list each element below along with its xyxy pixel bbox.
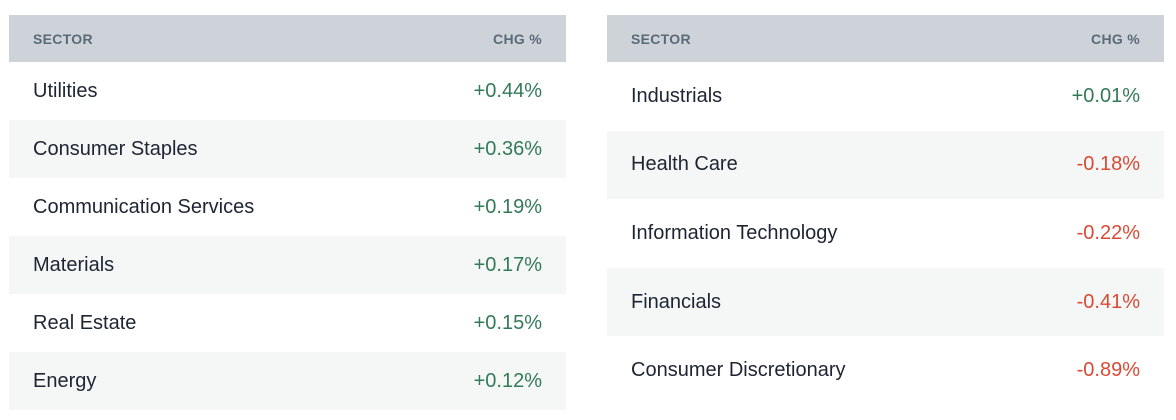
table-header-row: SECTOR CHG % — [9, 15, 566, 62]
table-row: Materials +0.17% — [9, 236, 566, 294]
sector-name: Utilities — [33, 79, 98, 102]
change-percent: +0.15% — [473, 311, 542, 334]
sector-name: Consumer Discretionary — [631, 359, 846, 382]
change-percent: -0.18% — [1076, 153, 1140, 176]
change-percent: -0.22% — [1076, 221, 1140, 244]
sector-name: Materials — [33, 253, 115, 276]
table-header-row: SECTOR CHG % — [607, 15, 1164, 62]
table-row: Financials -0.41% — [607, 267, 1164, 337]
change-percent: +0.44% — [473, 79, 542, 102]
table-row: Utilities +0.44% — [9, 62, 566, 120]
table-row: Communication Services +0.19% — [9, 178, 566, 236]
table-body: Industrials +0.01% Health Care -0.18% Inform… — [607, 62, 1164, 405]
change-percent: -0.89% — [1076, 359, 1140, 382]
table-row: Industrials +0.01% — [607, 62, 1164, 131]
table-row: Consumer Staples +0.36% — [9, 120, 566, 178]
change-percent: +0.36% — [473, 137, 542, 160]
sector-performance-panel: SECTOR CHG % Utilities +0.44% Consumer Sta… — [9, 15, 1164, 410]
sector-name: Consumer Staples — [33, 137, 198, 160]
table-row: Real Estate +0.15% — [9, 294, 566, 352]
column-header-sector: SECTOR — [631, 30, 691, 47]
column-header-sector: SECTOR — [33, 30, 93, 47]
column-header-change: CHG % — [1091, 30, 1140, 47]
table-row: Energy +0.12% — [9, 352, 566, 410]
sector-table-advancers: SECTOR CHG % Utilities +0.44% Consumer Sta… — [9, 15, 566, 410]
sector-name: Industrials — [631, 84, 723, 107]
sector-name: Health Care — [631, 153, 738, 176]
change-percent: +0.12% — [473, 369, 542, 392]
table-row: Health Care -0.18% — [607, 130, 1164, 200]
sector-name: Energy — [33, 369, 97, 392]
sector-name: Real Estate — [33, 311, 137, 334]
change-percent: +0.01% — [1071, 84, 1140, 107]
change-percent: +0.17% — [473, 253, 542, 276]
change-percent: -0.41% — [1076, 290, 1140, 313]
sector-name: Communication Services — [33, 195, 255, 218]
column-header-change: CHG % — [493, 30, 542, 47]
table-row: Information Technology -0.22% — [607, 199, 1164, 268]
sector-table-decliners: SECTOR CHG % Industrials +0.01% Health Car… — [607, 15, 1164, 410]
sector-name: Financials — [631, 290, 722, 313]
sector-name: Information Technology — [631, 221, 838, 244]
table-body: Utilities +0.44% Consumer Staples +0.36% Com… — [9, 62, 566, 410]
change-percent: +0.19% — [473, 195, 542, 218]
table-row: Consumer Discretionary -0.89% — [607, 336, 1164, 405]
